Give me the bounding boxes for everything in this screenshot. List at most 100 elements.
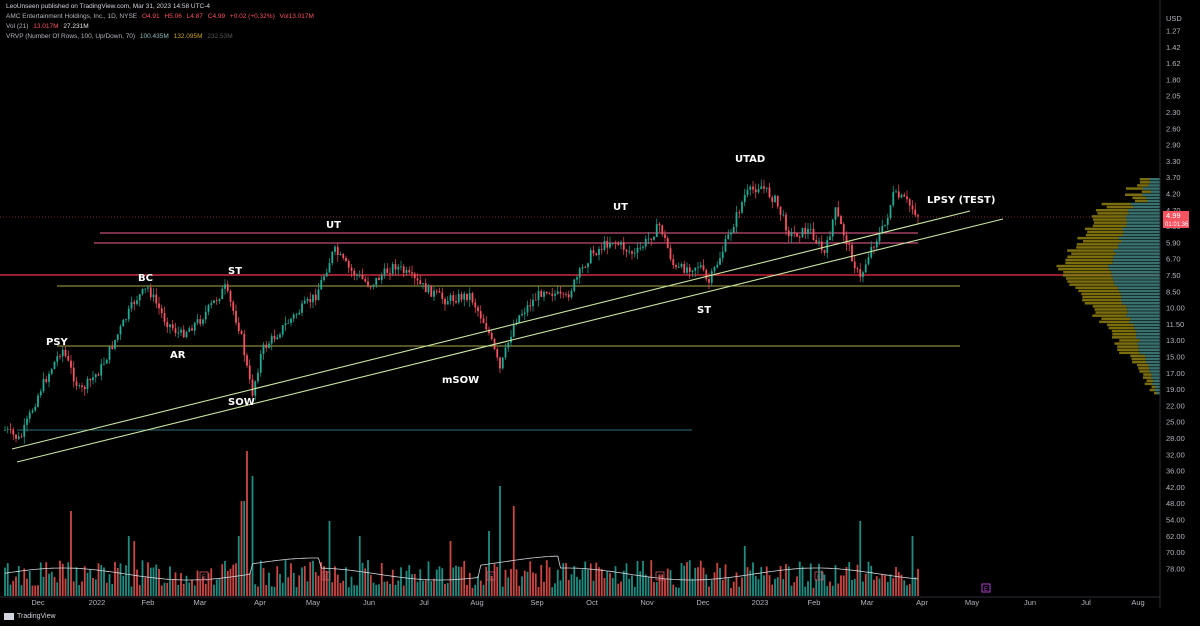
vp-row-down	[1117, 348, 1139, 351]
candle-body	[523, 312, 526, 314]
volume-bar	[268, 572, 270, 596]
candle-body	[94, 374, 97, 378]
candle-body	[900, 194, 903, 198]
vp-row-up	[1121, 298, 1160, 302]
tradingview-logo[interactable]: TradingView	[4, 613, 56, 620]
vp-row-up	[1150, 190, 1160, 193]
volume-bar	[204, 583, 207, 596]
candle-body	[64, 349, 67, 357]
candle-body	[672, 259, 675, 266]
candle-body	[853, 261, 856, 269]
candle-body	[350, 267, 353, 271]
vp-row-down	[1126, 187, 1144, 190]
candle-body	[694, 267, 697, 271]
volume-legend[interactable]: Vol (21) 13.017M 27.231M	[6, 23, 92, 31]
ticker-legend[interactable]: AMC Entertainment Holdings, Inc., 1D, NY…	[6, 13, 317, 21]
vp-row-up	[1121, 240, 1160, 243]
volume-bar	[405, 570, 408, 596]
candle-body	[127, 308, 130, 320]
volume-bar	[397, 580, 400, 596]
candle-body	[798, 236, 801, 238]
candle-body	[812, 228, 815, 241]
wyckoff-label: LPSY (TEST)	[927, 195, 995, 206]
price-tick-label: 2.30	[1166, 108, 1181, 117]
vp-row-up	[1139, 351, 1160, 355]
price-tick-label: 42.00	[1166, 483, 1185, 492]
volume-bar	[826, 586, 829, 596]
volume-bar	[754, 575, 757, 596]
volume-bar	[50, 571, 53, 596]
vp-row-up	[1123, 230, 1160, 234]
volume-bar	[669, 570, 672, 596]
volume-bar	[287, 577, 290, 596]
candle-body	[215, 300, 218, 302]
time-tick-label: Nov	[640, 598, 654, 607]
candle-body	[56, 356, 59, 362]
candle-body	[653, 236, 655, 240]
price-tick-label: 10.00	[1166, 304, 1185, 313]
wyckoff-label: UTAD	[735, 154, 765, 165]
vp-row-down	[1085, 233, 1123, 237]
vp-row-up	[1148, 184, 1160, 187]
earnings-marker	[199, 571, 209, 581]
volume-bar	[614, 566, 617, 596]
volume-bar	[273, 586, 276, 596]
volume-bar	[873, 579, 875, 596]
candle-body	[545, 291, 548, 294]
candle-body	[394, 264, 397, 270]
volume-bar	[697, 567, 699, 596]
vp-row-up	[1148, 364, 1160, 367]
earnings-marker-label: E	[817, 575, 821, 581]
candle-body	[39, 391, 42, 396]
volume-bar	[147, 562, 149, 596]
candle-body	[446, 301, 449, 305]
vrvp-legend[interactable]: VRVP (Number Of Rows, 100, Up/Down, 70) …	[6, 33, 236, 41]
candle-body	[570, 290, 573, 298]
candle-body	[666, 237, 669, 249]
vp-row-up	[1146, 196, 1160, 200]
volume-bar	[526, 571, 529, 596]
candle-body	[163, 313, 166, 322]
candle-body	[72, 367, 75, 382]
volume-bar	[694, 567, 697, 596]
volume-bar	[617, 583, 620, 596]
vp-row-down	[1083, 240, 1122, 243]
vp-row-up	[1154, 388, 1160, 392]
volume-bar	[400, 567, 402, 596]
candle-body	[897, 191, 900, 198]
candle-body	[237, 322, 240, 331]
volume-bar	[842, 575, 845, 596]
candle-body	[180, 329, 182, 333]
volume-bar	[488, 531, 490, 596]
volume-bar	[760, 567, 763, 596]
candle-body	[655, 224, 658, 237]
candle-body	[314, 294, 317, 301]
price-tick-label: 3.30	[1166, 157, 1181, 166]
candle-body	[710, 271, 713, 283]
volume-bar	[193, 585, 196, 596]
candle-body	[364, 278, 367, 282]
volume-bar	[119, 563, 122, 596]
vp-row-down	[1092, 314, 1127, 317]
candle-body	[177, 332, 180, 334]
candle-body	[15, 434, 17, 439]
time-axis: Dec 2022 Feb Mar Apr May Jun Jul Aug Sep Oct Nov Dec…	[0, 596, 1160, 607]
volume-bar	[757, 579, 760, 596]
volume-bar	[895, 567, 897, 596]
vp-row-down	[1132, 360, 1147, 364]
vp-row-down	[1138, 367, 1150, 370]
candle-body	[719, 258, 721, 265]
candle-body	[182, 329, 185, 338]
volume-bar	[97, 563, 100, 596]
volume-bar	[691, 578, 694, 596]
candle-body	[496, 349, 499, 358]
volume-bar	[111, 583, 114, 596]
volume-bar	[460, 566, 463, 596]
vp-row-down	[1114, 342, 1138, 345]
candle-body	[754, 189, 757, 193]
candle-body	[683, 263, 686, 273]
candle-body	[675, 265, 677, 268]
volume-bar	[380, 563, 383, 596]
vp-row-down	[1111, 336, 1136, 339]
